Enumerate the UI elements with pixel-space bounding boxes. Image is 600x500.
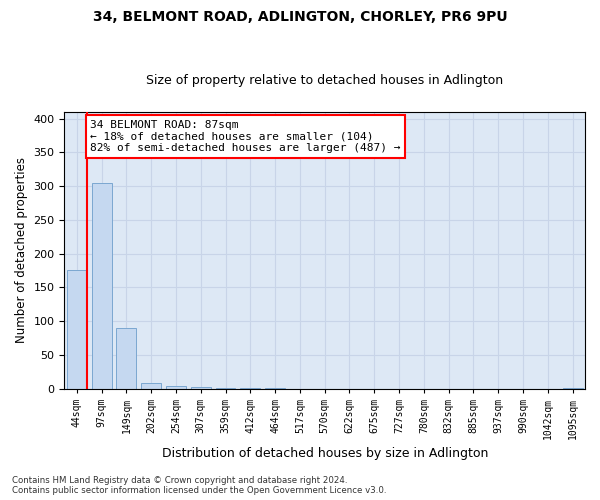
Bar xyxy=(166,386,186,388)
Bar xyxy=(67,270,87,388)
Y-axis label: Number of detached properties: Number of detached properties xyxy=(15,157,28,343)
Bar xyxy=(191,387,211,388)
Text: 34 BELMONT ROAD: 87sqm
← 18% of detached houses are smaller (104)
82% of semi-de: 34 BELMONT ROAD: 87sqm ← 18% of detached… xyxy=(91,120,401,153)
X-axis label: Distribution of detached houses by size in Adlington: Distribution of detached houses by size … xyxy=(161,447,488,460)
Bar xyxy=(141,383,161,388)
Text: Contains HM Land Registry data © Crown copyright and database right 2024.
Contai: Contains HM Land Registry data © Crown c… xyxy=(12,476,386,495)
Text: 34, BELMONT ROAD, ADLINGTON, CHORLEY, PR6 9PU: 34, BELMONT ROAD, ADLINGTON, CHORLEY, PR… xyxy=(92,10,508,24)
Bar xyxy=(116,328,136,388)
Title: Size of property relative to detached houses in Adlington: Size of property relative to detached ho… xyxy=(146,74,503,87)
Bar xyxy=(92,182,112,388)
